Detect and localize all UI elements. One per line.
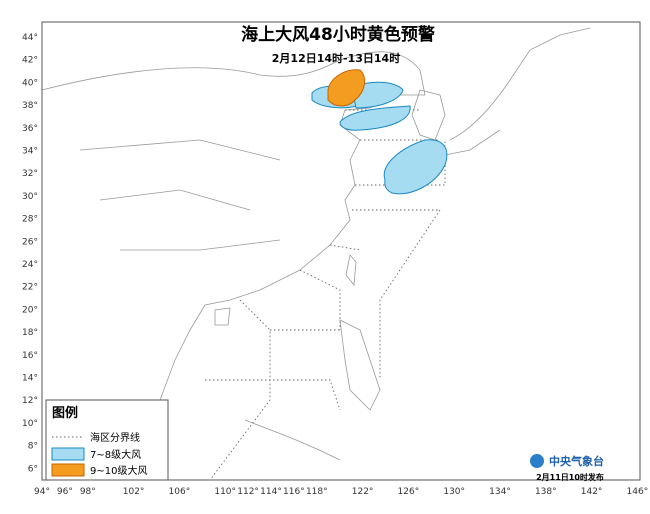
legend-title: 图例 [52, 405, 78, 421]
lon-label: 134° [489, 487, 511, 497]
lat-label: 28° [22, 215, 38, 225]
wind-areas [311, 69, 448, 195]
lat-label: 12° [22, 396, 38, 406]
issued: 2月11日10时发布 [536, 472, 604, 482]
lon-label: 112° [237, 487, 259, 497]
legend: 图例 海区分界线 7~8级大风 9~10级大风 [45, 399, 169, 481]
lat-label: 40° [22, 78, 38, 88]
lat-label: 14° [22, 374, 38, 384]
subtitle: 2月12日14时-13日14时 [272, 51, 400, 65]
agency: 中央气象台 [549, 454, 604, 468]
lat-label: 36° [22, 124, 38, 134]
lon-label: 110° [214, 487, 236, 497]
lat-label: 20° [22, 305, 38, 315]
lat-label: 44° [22, 33, 38, 43]
legend-item: 9~10级大风 [90, 464, 147, 477]
lon-label: 122° [352, 487, 374, 497]
lat-label: 42° [22, 56, 38, 66]
lat-label: 6° [28, 464, 38, 474]
legend-item: 海区分界线 [90, 431, 140, 444]
wind-area-7-8 [351, 81, 404, 109]
title: 海上大风48小时黄色预警 [241, 24, 435, 45]
wind-area-7-8 [383, 139, 448, 195]
longitude-labels: 94° 96° 98° 102° 106° 110° 112° 114° 116° 118° 122… [34, 487, 648, 497]
lon-label: 138° [535, 487, 557, 497]
legend-swatch-7-8 [51, 447, 85, 461]
wind-area-9-10 [327, 69, 366, 107]
lat-label: 34° [22, 147, 38, 157]
lon-label: 114° [260, 487, 282, 497]
lon-label: 126° [398, 487, 420, 497]
lat-label: 26° [22, 237, 38, 247]
lon-label: 130° [443, 487, 465, 497]
lon-label: 146° [627, 487, 649, 497]
lon-label: 102° [123, 487, 145, 497]
lon-label: 98° [80, 487, 96, 497]
lon-label: 106° [169, 487, 191, 497]
lat-label: 10° [22, 419, 38, 429]
logo-icon [530, 454, 544, 468]
lat-label: 32° [22, 169, 38, 179]
lat-label: 22° [22, 283, 38, 293]
wind-area-7-8 [339, 105, 411, 131]
legend-swatch-9-10 [51, 463, 85, 477]
legend-item: 7~8级大风 [90, 448, 141, 461]
lon-label: 94° [34, 487, 50, 497]
lat-label: 30° [22, 192, 38, 202]
lat-label: 16° [22, 351, 38, 361]
latitude-labels: 44° 42° 40° 38° 36° 34° 32° 30° 28° 26° 24° 22° 20° 1… [22, 33, 38, 474]
lon-label: 116° [283, 487, 305, 497]
lon-label: 118° [306, 487, 328, 497]
lat-label: 18° [22, 328, 38, 338]
lat-label: 8° [28, 442, 38, 452]
lon-label: 96° [57, 487, 73, 497]
lat-label: 38° [22, 101, 38, 111]
lon-label: 142° [581, 487, 603, 497]
lat-label: 24° [22, 260, 38, 270]
coastline [41, 27, 591, 461]
